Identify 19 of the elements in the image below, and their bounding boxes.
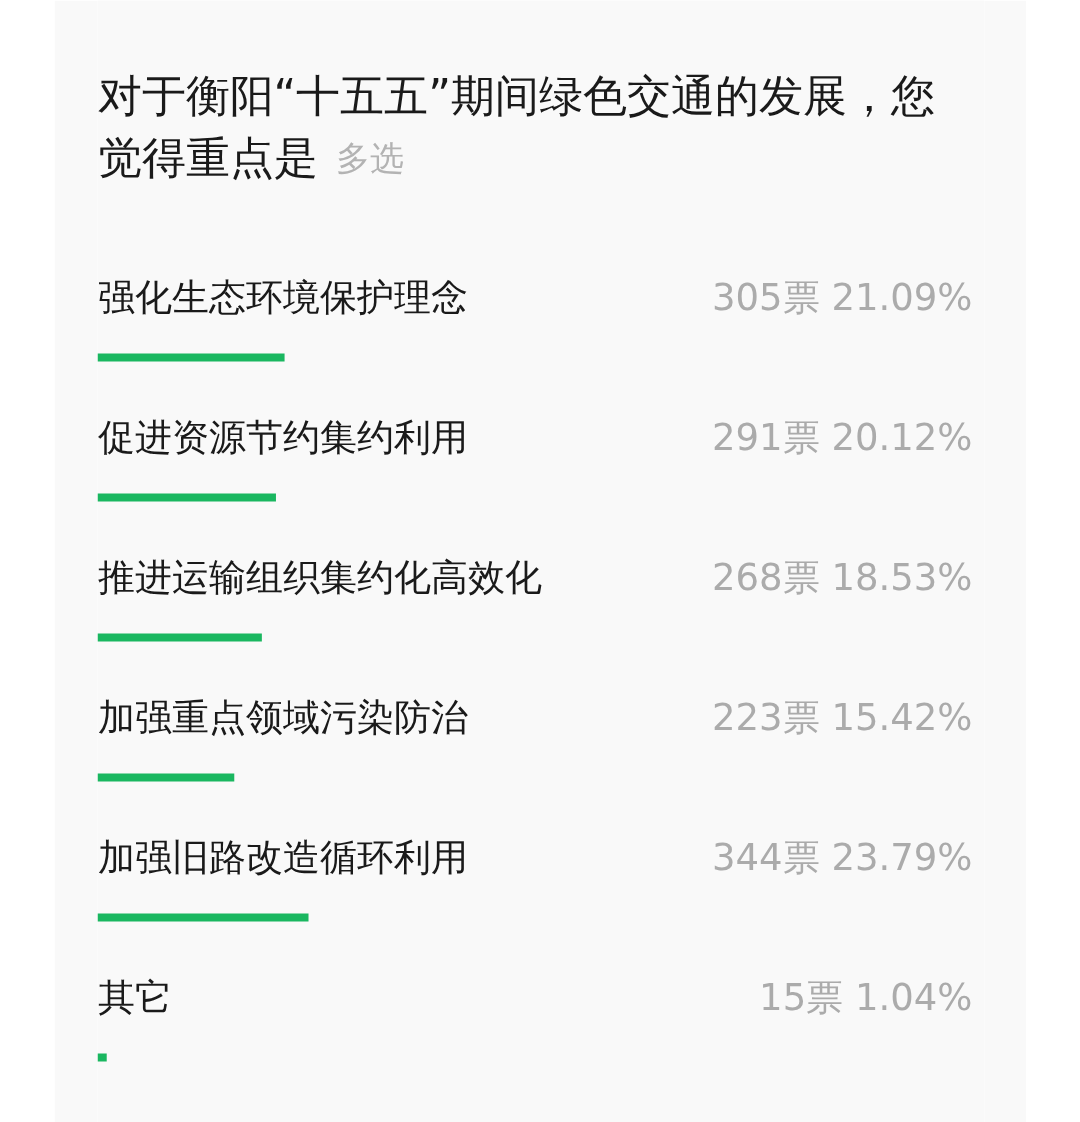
bar [97, 773, 235, 782]
bar [97, 493, 276, 502]
y-tick-label: 强化生态环境保护理念 [97, 276, 468, 319]
data-label: 223票 15.42% [712, 696, 973, 739]
data-label: 344票 23.79% [712, 836, 973, 879]
data-label: 305票 21.09% [712, 276, 973, 319]
data-label: 15票 1.04% [759, 976, 973, 1019]
y-tick-label: 加强重点领域污染防治 [97, 696, 468, 739]
bar [97, 913, 309, 922]
y-tick-label: 促进资源节约集约利用 [97, 416, 468, 459]
y-tick-label: 加强旧路改造循环利用 [97, 836, 468, 879]
bar [97, 633, 262, 642]
y-tick-label: 推进运输组织集约化高效化 [97, 556, 542, 599]
bar [97, 353, 285, 362]
y-tick-label: 其它 [97, 976, 172, 1019]
data-label: 268票 18.53% [712, 556, 973, 599]
data-label: 291票 20.12% [712, 416, 973, 459]
bar [97, 1053, 107, 1062]
chart-subtitle: 多选 [335, 137, 404, 178]
